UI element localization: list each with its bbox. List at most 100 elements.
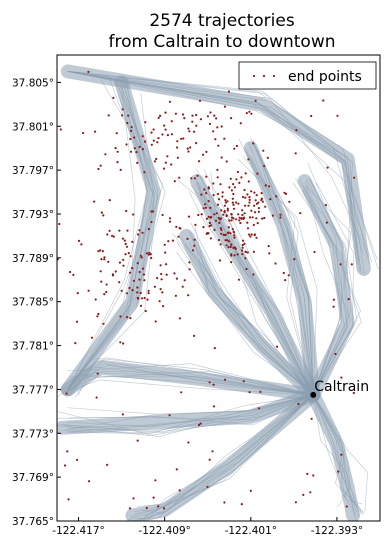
end-point — [260, 198, 263, 202]
end-point — [121, 114, 124, 117]
end-point — [107, 114, 110, 117]
caltrain-label: Caltrain — [314, 379, 369, 395]
end-point — [231, 228, 234, 231]
trajectory-line — [130, 394, 314, 518]
end-point — [220, 209, 223, 212]
end-point — [179, 227, 182, 230]
end-point — [139, 291, 142, 295]
end-point — [130, 126, 133, 129]
end-point — [263, 216, 266, 220]
end-point — [274, 262, 277, 265]
end-point — [208, 122, 212, 125]
trajectory-line — [67, 93, 154, 390]
trajectory-line — [144, 394, 314, 517]
end-point — [123, 239, 126, 242]
end-point — [227, 240, 230, 243]
end-point — [136, 161, 139, 164]
end-point — [205, 175, 208, 178]
end-point — [294, 501, 297, 504]
end-point — [206, 231, 209, 235]
end-point — [118, 281, 121, 284]
end-point — [210, 215, 213, 219]
end-point — [310, 114, 313, 118]
end-point — [126, 121, 129, 125]
end-point — [240, 503, 243, 506]
end-point — [257, 407, 261, 410]
end-point — [100, 280, 103, 283]
end-point — [168, 220, 172, 223]
end-point — [226, 239, 229, 242]
end-point — [193, 238, 196, 241]
end-point — [136, 262, 139, 265]
end-point — [150, 210, 153, 213]
trajectory-line — [302, 190, 348, 396]
end-point — [69, 270, 72, 274]
end-point — [128, 286, 131, 290]
end-point — [141, 231, 144, 234]
end-point — [182, 137, 185, 140]
trajectory-line — [195, 168, 314, 396]
end-point — [205, 192, 208, 195]
trajectory-line — [67, 71, 360, 273]
end-point — [271, 214, 274, 217]
end-point — [230, 189, 233, 192]
end-point — [230, 243, 233, 246]
end-point — [164, 111, 167, 114]
end-point — [167, 240, 170, 243]
end-point — [312, 474, 315, 477]
x-tick-label: -122.393° — [311, 525, 363, 537]
end-point — [213, 347, 216, 350]
end-point — [174, 294, 177, 297]
end-point — [102, 214, 105, 217]
end-point — [237, 202, 240, 205]
end-point — [254, 99, 257, 102]
trajectory-line — [67, 71, 370, 259]
end-point — [233, 236, 236, 239]
end-point — [87, 70, 90, 73]
end-point — [150, 220, 153, 224]
trajectory-line — [67, 71, 370, 265]
end-point — [140, 297, 144, 300]
end-point — [125, 143, 128, 146]
end-point — [97, 250, 100, 253]
end-point — [236, 170, 239, 174]
end-point — [248, 201, 251, 204]
end-point — [67, 498, 70, 501]
end-point — [186, 237, 189, 240]
end-point — [99, 164, 102, 167]
end-point — [193, 177, 196, 180]
end-point — [138, 145, 141, 149]
end-point — [101, 250, 104, 253]
end-point — [217, 144, 220, 147]
end-point — [164, 128, 167, 131]
end-point — [72, 273, 75, 276]
end-point — [240, 217, 243, 220]
end-point — [253, 191, 256, 194]
end-point — [249, 489, 252, 492]
trajectory-line — [67, 81, 150, 390]
end-point — [119, 168, 122, 171]
end-point — [209, 237, 212, 240]
end-point — [216, 168, 219, 171]
end-point — [247, 180, 250, 183]
end-point — [200, 213, 203, 216]
trajectory-line — [190, 232, 314, 396]
y-tick-label: 37.781° — [12, 341, 54, 353]
trajectory-line — [312, 394, 359, 517]
end-point — [206, 115, 209, 118]
y-tick-label: 37.805° — [12, 77, 54, 89]
end-point — [302, 493, 305, 496]
trajectory-line — [141, 394, 314, 514]
end-point — [187, 150, 190, 153]
end-point — [170, 120, 173, 123]
end-point — [152, 139, 155, 142]
end-point — [256, 172, 259, 175]
end-point — [186, 147, 189, 150]
end-point — [95, 396, 98, 399]
end-point — [247, 204, 250, 207]
end-point — [158, 300, 161, 303]
end-point — [122, 264, 125, 267]
end-point — [180, 391, 183, 394]
end-point — [261, 217, 264, 220]
end-point — [145, 252, 149, 255]
